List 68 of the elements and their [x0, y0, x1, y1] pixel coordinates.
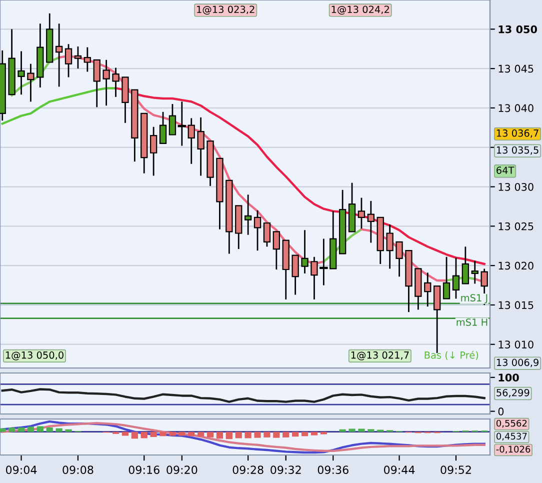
x-tick-label: 09:32: [270, 466, 301, 474]
candlestick: [442, 256, 450, 300]
candlestick: [292, 254, 299, 296]
text: 64T: [496, 166, 514, 174]
candlestick: [188, 118, 195, 165]
candlestick: [168, 103, 176, 136]
text: 13 035,5: [496, 146, 538, 155]
candlestick: [112, 67, 120, 98]
line-series: [1, 388, 486, 403]
candlestick: [452, 256, 460, 300]
text: 0,5562: [496, 420, 527, 428]
y-tick-label: 13 015: [498, 301, 534, 310]
candlestick: [197, 116, 204, 176]
candlestick: [84, 46, 91, 72]
candlestick: [424, 272, 432, 308]
candlestick: [74, 46, 82, 70]
y-tick-label: 13 030: [498, 182, 534, 191]
candlestick: [471, 260, 478, 284]
annotation: 1@13 050,0: [6, 351, 64, 360]
text: 56,299: [496, 388, 530, 398]
y-tick-label: 0: [498, 408, 504, 416]
candlestick: [254, 210, 262, 252]
annotation: 1@13 024,2: [332, 6, 389, 15]
x-tick-label: 09:28: [232, 466, 264, 474]
text: -0,1026: [496, 446, 530, 454]
candlestick: [102, 59, 110, 106]
candlestick: [263, 222, 271, 248]
candlestick: [64, 43, 72, 78]
candlestick: [367, 200, 375, 244]
y-tick-label: 100: [498, 374, 519, 382]
candlestick: [301, 229, 308, 274]
y-tick-label: 13 050: [498, 25, 538, 34]
y-tick-label: 13 040: [498, 104, 534, 112]
line-series: [114, 87, 486, 266]
candlestick: [358, 197, 366, 230]
x-tick-label: 09:44: [384, 466, 415, 474]
text: 13 006,9: [496, 358, 538, 368]
y-tick-label: 13 010: [498, 340, 534, 348]
y-tick-label: 13 025: [498, 222, 534, 230]
x-tick-label: 09:20: [166, 466, 198, 474]
ref-line-label: mS1 J: [461, 294, 488, 304]
text: 0,4537: [496, 432, 527, 441]
candlestick: [396, 241, 403, 278]
x-tick-label: 09:04: [6, 466, 37, 474]
candlestick: [150, 126, 158, 176]
candlestick: [55, 22, 63, 88]
candlestick: [272, 230, 280, 270]
annotation: Bas (↓ Pré): [424, 350, 478, 360]
candlestick: [18, 50, 25, 96]
x-tick-label: 09:36: [318, 466, 348, 474]
annotation: 1@13 023,2: [197, 6, 254, 15]
annotation: 1@13 021,7: [351, 351, 409, 360]
x-tick-label: 09:08: [62, 466, 94, 474]
candlestick: [27, 63, 34, 102]
candlestick: [93, 59, 100, 108]
x-tick-label: 09:16: [128, 466, 160, 474]
candlestick: [244, 194, 252, 236]
candlestick: [462, 246, 470, 284]
ref-line-label: mS1 H: [456, 318, 488, 326]
y-tick-label: 13 045: [498, 64, 534, 73]
line-series: [1, 87, 117, 125]
candlestick: [178, 100, 186, 146]
y-tick-label: 13 020: [498, 262, 534, 270]
line-series: [360, 228, 448, 282]
candlestick: [159, 111, 167, 144]
x-tick-label: 09:52: [440, 466, 471, 474]
candlestick: [386, 224, 394, 270]
text: 13 036,7: [496, 129, 538, 138]
